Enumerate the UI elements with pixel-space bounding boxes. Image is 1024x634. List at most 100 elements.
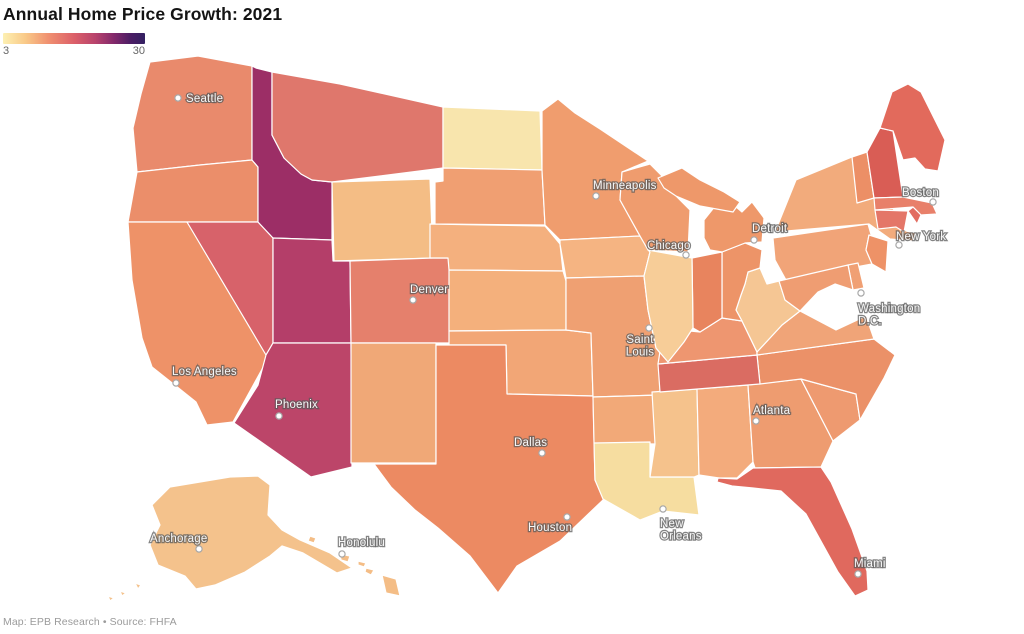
city-label-miami: Miami <box>854 558 886 570</box>
state-NC[interactable] <box>756 338 896 421</box>
state-CO[interactable] <box>349 257 451 344</box>
state-CT[interactable] <box>874 209 909 233</box>
state-SD[interactable] <box>434 167 546 226</box>
city-label-boston: Boston <box>902 187 939 199</box>
map-title: Annual Home Price Growth: 2021 <box>3 4 283 24</box>
city-label-honolulu: Honolulu <box>338 537 385 549</box>
city-marker-anchorage: Anchorage <box>149 532 208 553</box>
state-AK[interactable] <box>107 595 115 602</box>
state-MS[interactable] <box>649 388 700 478</box>
state-HI[interactable] <box>357 560 367 568</box>
state-AK[interactable] <box>119 590 127 597</box>
city-label-washington-dc-2: D.C. <box>858 316 882 328</box>
state-WY[interactable] <box>331 178 434 262</box>
state-KS[interactable] <box>448 269 567 332</box>
state-ME[interactable] <box>879 83 946 172</box>
city-label-los-angeles: Los Angeles <box>172 366 237 378</box>
city-dot-new-york <box>895 241 903 249</box>
city-dot-anchorage <box>195 545 203 553</box>
state-FL[interactable] <box>716 466 869 597</box>
state-MT[interactable] <box>271 71 444 183</box>
city-label-chicago: Chicago <box>647 240 691 252</box>
state-LA[interactable] <box>593 441 700 521</box>
city-dot-atlanta <box>752 417 760 425</box>
city-dot-chicago <box>682 251 690 259</box>
state-WA[interactable] <box>132 55 253 173</box>
city-dot-minneapolis <box>592 192 600 200</box>
city-marker-seattle: Seattle <box>174 92 224 106</box>
state-NJ[interactable] <box>865 234 889 273</box>
city-label-denver: Denver <box>410 284 448 296</box>
color-legend: 3 30 <box>3 33 145 57</box>
city-dot-phoenix <box>275 412 283 420</box>
city-dot-detroit <box>750 236 758 244</box>
city-dot-denver <box>409 296 417 304</box>
attribution-text: Map: EPB Research • Source: FHFA <box>3 616 177 628</box>
city-dot-dallas <box>538 449 546 457</box>
city-label-houston: Houston <box>528 522 572 534</box>
city-dot-washington-dc <box>857 289 865 297</box>
legend-gradient-bar <box>3 33 145 44</box>
city-marker-dallas: Dallas <box>513 436 548 457</box>
state-MA[interactable] <box>873 196 938 216</box>
city-label-dallas: Dallas <box>514 437 547 449</box>
city-marker-phoenix: Phoenix <box>274 398 319 420</box>
city-label-saint-louis-2: Louis <box>626 347 655 359</box>
state-AL[interactable] <box>696 384 754 479</box>
city-dot-miami <box>854 570 862 578</box>
city-label-detroit: Detroit <box>752 223 788 235</box>
city-marker-denver: Denver <box>409 283 449 304</box>
city-marker-detroit: Detroit <box>750 222 789 244</box>
city-dot-boston <box>929 198 937 206</box>
city-label-atlanta: Atlanta <box>753 405 791 417</box>
legend-min-label: 3 <box>3 45 10 57</box>
state-IL[interactable] <box>643 249 694 363</box>
state-HI[interactable] <box>364 567 375 576</box>
state-HI[interactable] <box>381 574 401 597</box>
city-label-phoenix: Phoenix <box>275 399 318 411</box>
state-TX[interactable] <box>373 344 605 594</box>
state-AK[interactable] <box>134 582 142 590</box>
state-WI[interactable] <box>619 163 691 253</box>
legend-max-label: 30 <box>132 45 145 57</box>
city-dot-honolulu <box>338 550 346 558</box>
state-NM[interactable] <box>350 342 437 464</box>
state-AR[interactable] <box>592 394 661 445</box>
state-IA[interactable] <box>559 235 651 279</box>
city-label-washington-dc-1: Washington <box>858 303 920 315</box>
city-dot-los-angeles <box>172 379 180 387</box>
city-marker-new-york: New York <box>895 230 947 249</box>
state-AK[interactable] <box>149 475 353 590</box>
city-label-new-orleans-1: New <box>660 518 684 530</box>
city-label-anchorage: Anchorage <box>150 533 207 545</box>
city-dot-houston <box>563 513 571 521</box>
city-marker-atlanta: Atlanta <box>752 404 792 425</box>
city-marker-honolulu: Honolulu <box>337 536 386 558</box>
city-marker-houston: Houston <box>527 513 573 535</box>
city-label-seattle: Seattle <box>186 93 223 105</box>
state-NE[interactable] <box>429 223 564 272</box>
city-marker-los-angeles: Los Angeles <box>171 365 238 387</box>
state-MD[interactable] <box>778 264 854 312</box>
state-IN[interactable] <box>691 251 723 333</box>
city-marker-minneapolis: Minneapolis <box>592 179 658 200</box>
state-ND[interactable] <box>442 106 543 171</box>
city-marker-boston: Boston <box>901 186 940 206</box>
state-RI[interactable] <box>907 206 922 225</box>
city-label-minneapolis: Minneapolis <box>593 180 657 192</box>
city-dot-seattle <box>174 94 182 102</box>
state-HI[interactable] <box>307 535 317 544</box>
state-NH[interactable] <box>866 127 904 199</box>
city-marker-chicago: Chicago <box>646 239 692 259</box>
state-MI[interactable] <box>657 167 741 213</box>
state-OH[interactable] <box>721 242 763 322</box>
city-marker-miami: Miami <box>853 557 887 578</box>
city-dot-new-orleans <box>659 505 667 513</box>
city-label-new-york: New York <box>896 231 946 243</box>
city-label-new-orleans-2: Orleans <box>660 531 702 543</box>
